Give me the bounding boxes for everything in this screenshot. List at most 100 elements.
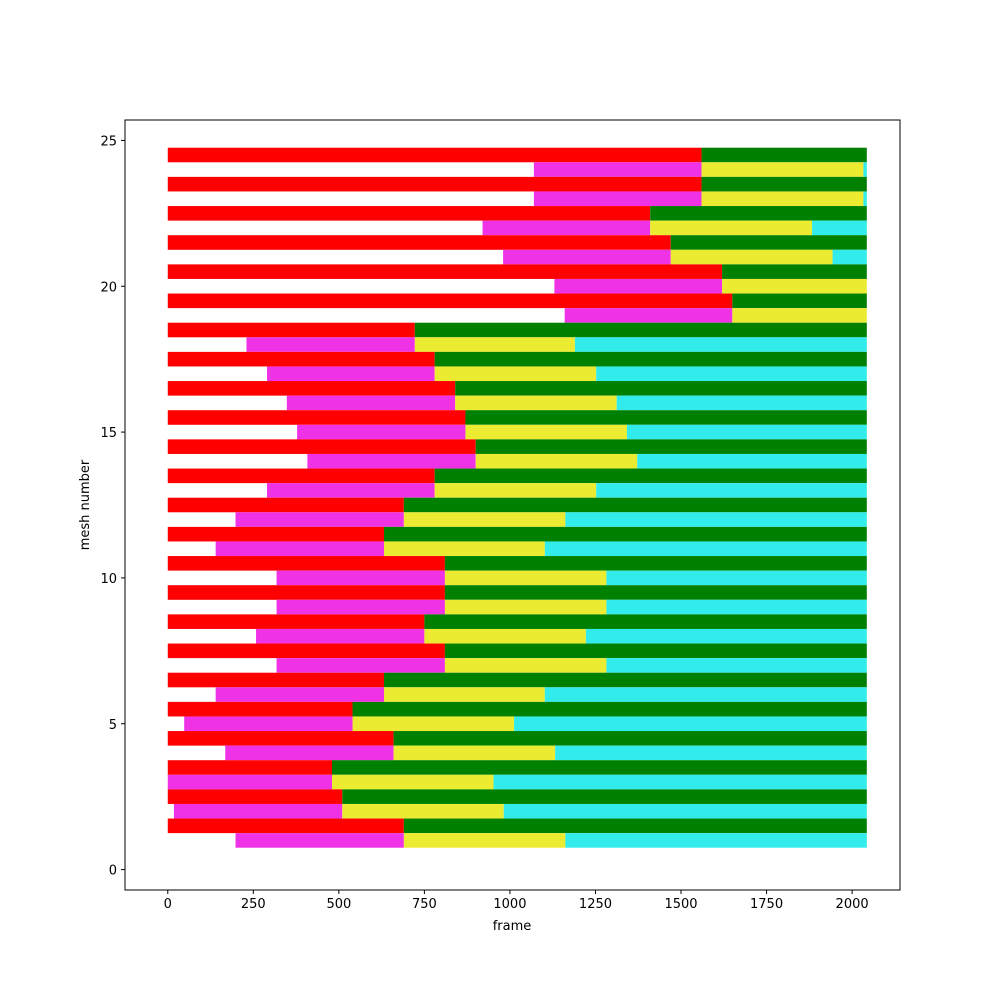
x-tick-label: 1250 [579, 897, 612, 912]
bar-segment-green [701, 176, 867, 192]
bar-segment-cyan [596, 366, 867, 382]
bar-segment-green [650, 206, 867, 221]
bar-segment-red [167, 322, 415, 338]
bar-segment-red [167, 585, 445, 600]
bar-segment-yellow [342, 803, 504, 819]
bar-segment-magenta [173, 803, 343, 819]
bar-segment-magenta [184, 716, 353, 732]
plot-frame [124, 119, 901, 891]
x-axis-label: frame [493, 919, 532, 934]
y-tick-label: 5 [109, 718, 117, 733]
bar-segment-cyan [565, 512, 867, 527]
bar-segment-red [167, 643, 445, 659]
x-tick-label: 0 [164, 897, 172, 912]
bar-segment-green [701, 147, 867, 163]
bar-segment-yellow [414, 337, 575, 352]
bar-segment-cyan [544, 687, 867, 702]
x-axis-ticks: 0 250 500 750 1000 1250 1500 1750 2000 [164, 890, 869, 912]
bar-segment-red [167, 264, 723, 279]
bar-segment-cyan [626, 424, 867, 440]
bar-segment-green [352, 701, 867, 717]
bar-segment-green [444, 585, 867, 600]
bar-segment-cyan [596, 483, 867, 498]
bar-segment-green [393, 731, 867, 746]
bar-segment-red [167, 176, 702, 192]
bar-segment-red [167, 556, 445, 571]
x-tick-label: 1750 [750, 897, 783, 912]
x-tick-label: 2000 [836, 897, 869, 912]
bar-segment-yellow [722, 278, 867, 294]
bar-segment-yellow [403, 833, 566, 848]
bar-segment-green [465, 410, 867, 425]
bar-segment-red [167, 731, 394, 746]
bar-segment-red [167, 614, 425, 629]
bar-segment-green [414, 322, 867, 338]
bar-segment-yellow [650, 220, 813, 236]
bar-segment-yellow [434, 366, 597, 382]
x-tick-label: 500 [326, 897, 351, 912]
bar-segment-magenta [503, 249, 671, 265]
bar-segment-cyan [812, 220, 867, 236]
bar-segment-cyan [832, 249, 867, 265]
bar-segment-red [167, 381, 456, 396]
bar-segment-green [455, 381, 867, 396]
y-tick-label: 15 [100, 426, 117, 441]
bar-segment-cyan [616, 395, 867, 411]
bar-segment-magenta [267, 366, 435, 382]
bar-segment-yellow [403, 512, 566, 527]
bar-segment-green [444, 556, 867, 571]
bar-segment-red [167, 235, 671, 250]
bar-segment-yellow [444, 570, 607, 586]
bar-segment-green [342, 789, 867, 804]
bar-segment-cyan [514, 716, 867, 732]
bar-segment-magenta [564, 308, 733, 323]
bar-segment-green [384, 672, 867, 688]
bar-segment-cyan [574, 337, 867, 352]
bar-segment-yellow [444, 599, 607, 615]
bar-segment-yellow [475, 453, 638, 469]
bar-segment-magenta [554, 278, 723, 294]
y-tick-label: 10 [100, 572, 117, 587]
y-axis-ticks: 0 5 10 15 20 25 [100, 134, 125, 879]
bar-segment-magenta [267, 483, 435, 498]
y-axis-label: mesh number [78, 459, 93, 550]
bar-segment-green [332, 760, 867, 775]
bar-segment-magenta [225, 745, 394, 761]
bar-segment-magenta [215, 687, 385, 702]
bar-segment-yellow [465, 424, 627, 440]
bar-segment-cyan [503, 803, 867, 819]
bar-segment-yellow [701, 191, 864, 207]
x-tick-label: 250 [241, 897, 266, 912]
bar-segment-green [722, 264, 867, 279]
bar-segment-red [167, 497, 404, 513]
bar-segment-cyan [565, 833, 867, 848]
bar-segment-yellow [455, 395, 617, 411]
bar-segment-yellow [393, 745, 556, 761]
bar-segment-green [384, 526, 867, 542]
bar-segment-magenta [297, 424, 466, 440]
bar-segment-yellow [332, 774, 494, 790]
bar-segment-cyan [493, 774, 867, 790]
bar-segment-magenta [276, 570, 445, 586]
bar-segment-cyan [606, 599, 867, 615]
bar-segment-cyan [585, 628, 867, 644]
bar-segment-green [475, 439, 867, 454]
bar-segment-green [434, 468, 867, 484]
bar-segment-magenta [276, 599, 445, 615]
bar-segment-green [670, 235, 867, 250]
bar-segment-green [444, 643, 867, 659]
y-tick-label: 20 [100, 280, 117, 295]
bar-segment-red [167, 351, 435, 367]
bar-segment-green [403, 497, 867, 513]
bar-segment-cyan [863, 191, 867, 207]
bar-segment-yellow [701, 162, 864, 177]
bar-segment-red [167, 701, 353, 717]
bar-segment-red [167, 760, 333, 775]
bar-segment-magenta [307, 453, 476, 469]
bar-segment-magenta [533, 162, 702, 177]
bar-segment-red [167, 526, 385, 542]
bar-segment-magenta [482, 220, 651, 236]
bar-segment-yellow [384, 541, 545, 557]
bar-segment-green [403, 818, 867, 834]
